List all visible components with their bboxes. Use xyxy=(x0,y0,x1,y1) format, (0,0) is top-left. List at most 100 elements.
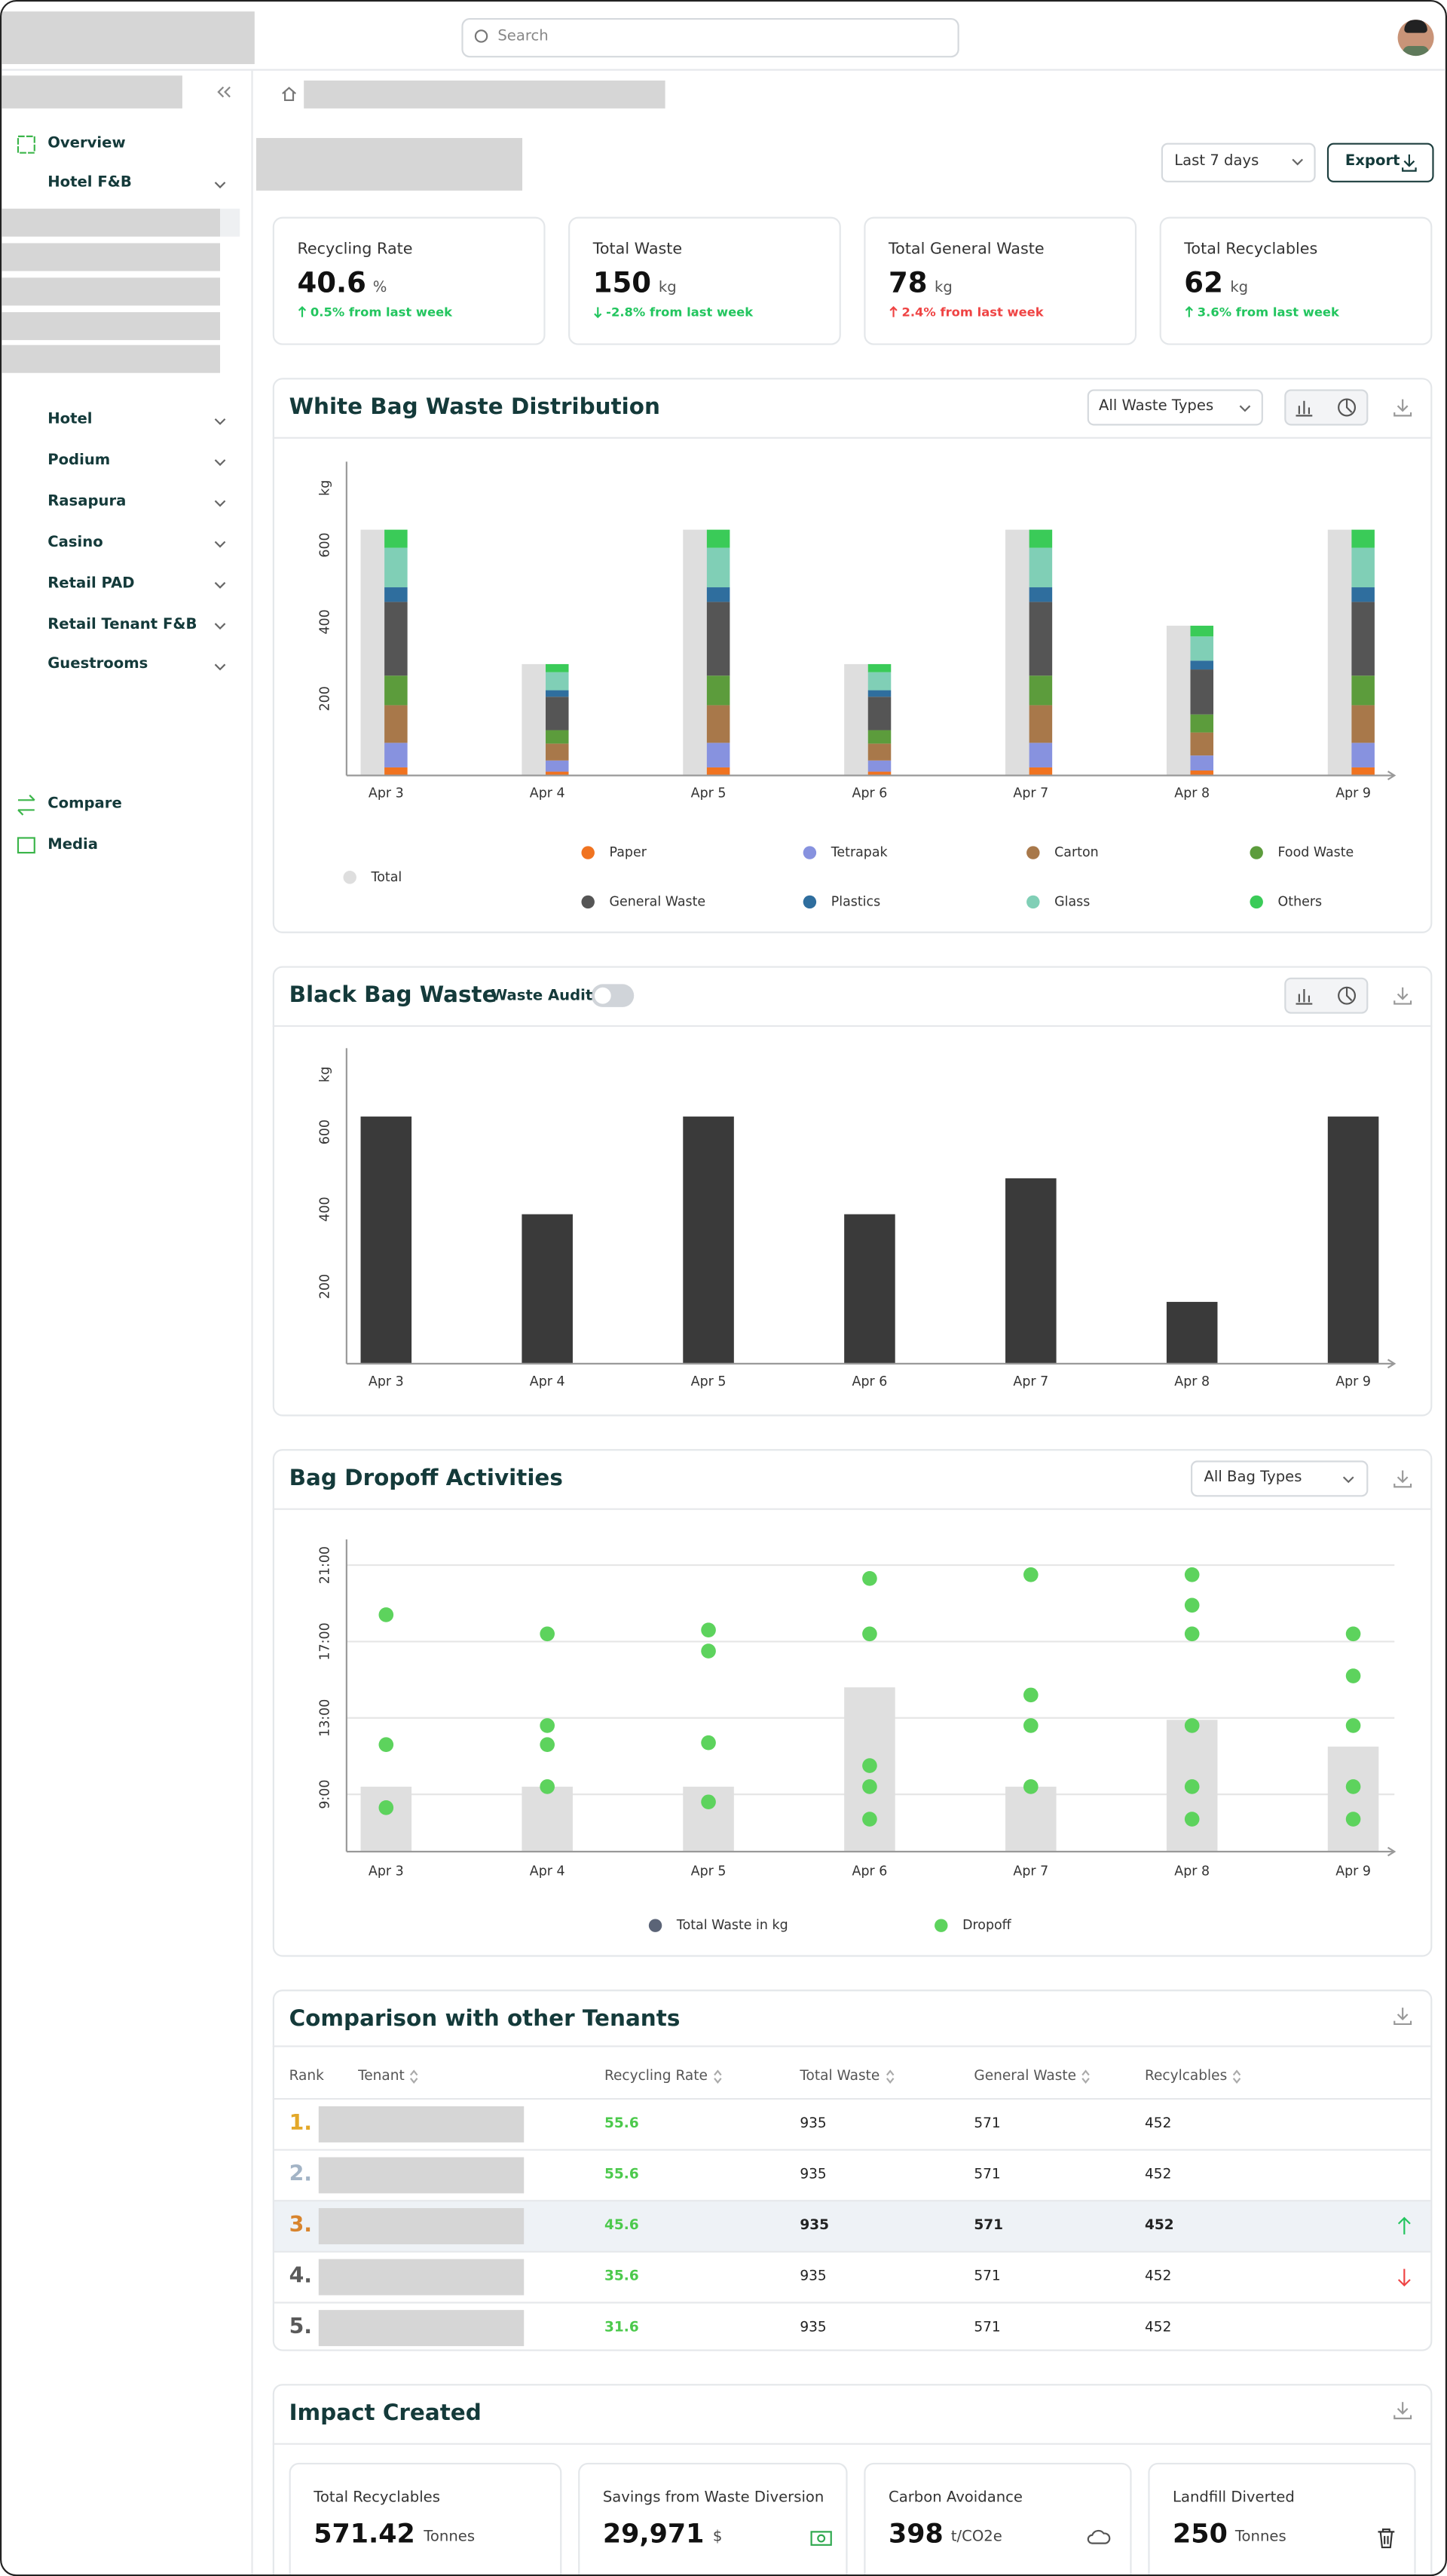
impact-value: 398 xyxy=(889,2517,944,2550)
impact-label: Carbon Avoidance xyxy=(889,2490,1023,2507)
impact-unit: Tonnes xyxy=(424,2529,476,2547)
impact-item xyxy=(1148,2462,1416,2575)
rank: 3. xyxy=(289,2213,313,2238)
toggle-label: Waste Audit xyxy=(491,988,593,1005)
chevron xyxy=(214,182,226,188)
card-divider xyxy=(272,2045,1433,2048)
nav-item: Retail PAD xyxy=(47,575,135,592)
cell: 452 xyxy=(1145,2167,1172,2184)
table-header-border xyxy=(272,2098,1433,2100)
impact-unit: $ xyxy=(712,2529,723,2547)
cell: 571 xyxy=(974,2217,1004,2234)
redacted xyxy=(2,312,221,341)
kpi-unit: kg xyxy=(1230,280,1249,297)
chart-card xyxy=(272,1449,1433,1957)
waste-audit-toggle[interactable] xyxy=(591,984,635,1007)
chart-title: Bag Dropoff Activities xyxy=(289,1465,563,1492)
kpi-value: 150 xyxy=(592,267,652,301)
cell: 452 xyxy=(1145,2320,1172,2336)
collapse-icon[interactable] xyxy=(215,84,231,100)
column-header: General Waste xyxy=(974,2068,1077,2085)
kpi-label: Recycling Rate xyxy=(297,240,413,259)
column-header: Recylcables xyxy=(1145,2068,1228,2085)
avatar-hair xyxy=(1404,20,1427,33)
kpi-value: 78 xyxy=(889,267,928,301)
kpi-unit: % xyxy=(372,280,387,297)
header-border xyxy=(2,69,1445,71)
toggle-knob xyxy=(594,987,611,1004)
compare-icon xyxy=(17,795,35,816)
media-icon xyxy=(17,837,35,854)
rank: 1. xyxy=(289,2111,313,2136)
nav-item: Hotel xyxy=(47,412,93,428)
period-select-label: Last 7 days xyxy=(1174,153,1259,170)
kpi-card xyxy=(272,216,546,345)
impact-value: 29,971 xyxy=(602,2517,705,2550)
nav-item: Overview xyxy=(47,136,126,152)
kpi-delta: 3.6% from last week xyxy=(1197,305,1339,320)
impact-value: 250 xyxy=(1173,2517,1228,2550)
cell: 935 xyxy=(800,2320,827,2336)
export-label: Export xyxy=(1345,153,1400,170)
period-select[interactable] xyxy=(1161,142,1316,182)
nav-item: Rasapura xyxy=(47,493,127,510)
cell: 935 xyxy=(800,2167,827,2184)
kpi-unit: kg xyxy=(658,280,677,297)
card-divider xyxy=(272,2443,1433,2445)
impact-label: Total Recyclables xyxy=(314,2490,440,2507)
cell: 45.6 xyxy=(604,2217,639,2234)
kpi-value: 40.6 xyxy=(297,267,366,301)
avatar[interactable] xyxy=(1397,20,1434,57)
cloud-icon xyxy=(1087,2529,1111,2544)
pie-view-icon[interactable] xyxy=(1335,396,1359,419)
waste-type-select[interactable] xyxy=(1087,389,1263,426)
impact-item xyxy=(289,2462,562,2575)
bar-view-icon[interactable] xyxy=(1293,984,1316,1007)
download-icon[interactable] xyxy=(1391,1467,1415,1490)
download-icon[interactable] xyxy=(1391,2005,1415,2028)
cell: 35.6 xyxy=(604,2268,639,2286)
bar-view-icon[interactable] xyxy=(1293,396,1316,419)
active-bg xyxy=(220,208,240,237)
search-placeholder: Search xyxy=(497,29,549,46)
download-icon[interactable] xyxy=(1391,2399,1415,2422)
pie-view-icon[interactable] xyxy=(1335,984,1359,1007)
nav-item: Podium xyxy=(47,452,111,470)
bag-type-select[interactable] xyxy=(1191,1460,1369,1497)
chevron xyxy=(214,663,226,671)
impact-title: Impact Created xyxy=(289,2400,482,2427)
table-title: Comparison with other Tenants xyxy=(289,2005,681,2032)
chevron xyxy=(214,541,226,548)
card-divider xyxy=(272,436,1433,439)
sidebar-border xyxy=(251,70,253,2575)
kpi-delta: 2.4% from last week xyxy=(901,305,1044,320)
breadcrumb-redacted xyxy=(304,80,665,109)
rank: 5. xyxy=(289,2315,313,2340)
kpi-label: Total Waste xyxy=(592,240,683,259)
kpi-card xyxy=(568,216,841,345)
column-header: Recycling Rate xyxy=(604,2068,708,2085)
avatar-shirt xyxy=(1403,46,1430,57)
cell: 452 xyxy=(1145,2115,1172,2133)
nav-item: Hotel F&B xyxy=(47,175,132,192)
chart-title: White Bag Waste Distribution xyxy=(289,394,660,421)
chart-title: Black Bag Waste xyxy=(289,982,497,1009)
download-icon[interactable] xyxy=(1391,396,1415,419)
chevron xyxy=(214,418,226,425)
chart-card xyxy=(272,966,1433,1417)
search-box[interactable] xyxy=(461,17,959,58)
filter-label: All Waste Types xyxy=(1098,398,1214,415)
download-icon[interactable] xyxy=(1391,984,1415,1007)
chevron xyxy=(214,623,226,630)
home-icon[interactable] xyxy=(281,85,298,102)
redacted xyxy=(2,345,221,373)
column-header: Tenant xyxy=(358,2068,405,2085)
kpi-label: Total Recyclables xyxy=(1184,240,1318,259)
cell: 571 xyxy=(974,2115,1001,2133)
nav-item: Compare xyxy=(47,796,122,813)
kpi-delta: 0.5% from last week xyxy=(310,305,453,320)
logo-redacted xyxy=(2,11,255,64)
impact-label: Landfill Diverted xyxy=(1173,2490,1295,2507)
